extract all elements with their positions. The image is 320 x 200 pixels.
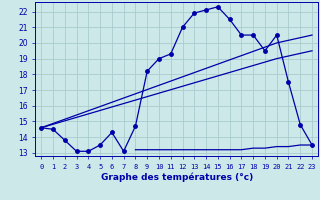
X-axis label: Graphe des températures (°c): Graphe des températures (°c) bbox=[100, 172, 253, 182]
